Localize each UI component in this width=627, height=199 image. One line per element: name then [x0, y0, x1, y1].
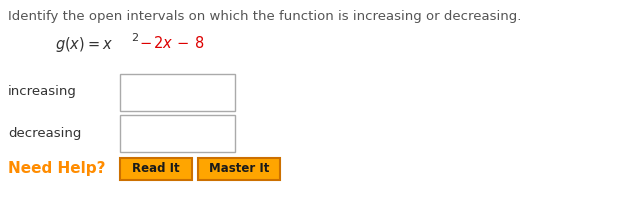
Text: Master It: Master It — [209, 163, 269, 176]
Text: Need Help?: Need Help? — [8, 161, 105, 176]
Text: Read It: Read It — [132, 163, 180, 176]
Text: $-\,2x\,-\,8$: $-\,2x\,-\,8$ — [139, 35, 204, 51]
Text: Identify the open intervals on which the function is increasing or decreasing.: Identify the open intervals on which the… — [8, 10, 522, 23]
FancyBboxPatch shape — [198, 158, 280, 180]
FancyBboxPatch shape — [120, 158, 192, 180]
FancyBboxPatch shape — [120, 74, 235, 111]
FancyBboxPatch shape — [120, 115, 235, 152]
Text: $g(x) = x$: $g(x) = x$ — [55, 35, 113, 54]
Text: increasing: increasing — [8, 86, 77, 99]
Text: decreasing: decreasing — [8, 127, 82, 139]
Text: $2$: $2$ — [131, 31, 139, 43]
